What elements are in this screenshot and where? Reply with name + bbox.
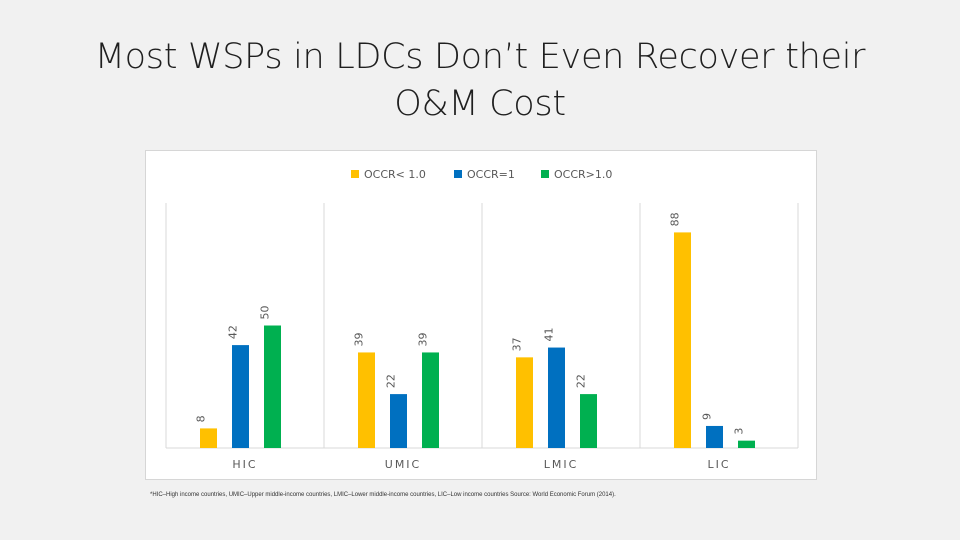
bar-chart: OCCR< 1.0 OCCR=1 OCCR>1.084250HIC392239UMI… <box>165 168 799 471</box>
legend-label-occreq1: OCCR=1 <box>467 168 515 181</box>
bar-hic-occrlt-1-0 <box>200 428 217 448</box>
data-label-lmic-occrgt1-0: 22 <box>575 374 588 388</box>
legend-swatch-occrgt1-0 <box>541 170 549 178</box>
source-footnote: *HIC–High income countries, UMIC–Upper m… <box>150 492 616 498</box>
bar-umic-occrgt1-0 <box>422 352 439 448</box>
bar-lmic-occrlt-1-0 <box>516 357 533 448</box>
x-tick-label-lmic: LMIC <box>544 458 579 471</box>
bar-umic-occreq1 <box>390 394 407 448</box>
x-tick-label-lic: LIC <box>707 458 730 471</box>
bar-hic-occreq1 <box>232 345 249 448</box>
bar-umic-occrlt-1-0 <box>358 352 375 448</box>
data-label-hic-occrlt-1-0: 8 <box>195 415 208 422</box>
data-label-lmic-occreq1: 41 <box>543 328 556 342</box>
legend-swatch-occreq1 <box>454 170 462 178</box>
data-label-hic-occrgt1-0: 50 <box>259 306 272 320</box>
bar-lmic-occreq1 <box>548 347 565 448</box>
data-label-lic-occrlt-1-0: 88 <box>669 212 682 226</box>
chart-frame: OCCR< 1.0 OCCR=1 OCCR>1.0 8 42 50 HIC 39 22 39 UMI… <box>145 150 817 480</box>
bar-hic-occrgt1-0 <box>264 325 281 448</box>
slide-title: Most WSPs in LDCs Don’t Even Recover the… <box>40 34 920 128</box>
data-label-hic-occreq1: 42 <box>227 325 240 339</box>
data-label-umic-occreq1: 22 <box>385 374 398 388</box>
bar-lic-occrgt1-0 <box>738 440 755 448</box>
x-tick-label-umic: UMIC <box>385 458 421 471</box>
data-label-umic-occrlt-1-0: 39 <box>353 332 366 346</box>
x-tick-label-hic: HIC <box>232 458 257 471</box>
bar-lic-occreq1 <box>706 425 723 448</box>
data-label-lic-occreq1: 9 <box>701 413 714 420</box>
slide-title-line-2: O&M Cost <box>394 84 566 124</box>
legend-label-occrlt-1-0: OCCR< 1.0 <box>364 168 426 181</box>
data-label-lic-occrgt1-0: 3 <box>733 428 746 435</box>
slide-title-line-1: Most WSPs in LDCs Don’t Even Recover the… <box>94 37 866 77</box>
bar-lmic-occrgt1-0 <box>580 394 597 448</box>
legend-swatch-occrlt-1-0 <box>351 170 359 178</box>
data-label-lmic-occrlt-1-0: 37 <box>511 337 524 351</box>
legend-label-occrgt1-0: OCCR>1.0 <box>554 168 612 181</box>
bar-lic-occrlt-1-0 <box>674 232 691 448</box>
data-label-umic-occrgt1-0: 39 <box>417 332 430 346</box>
